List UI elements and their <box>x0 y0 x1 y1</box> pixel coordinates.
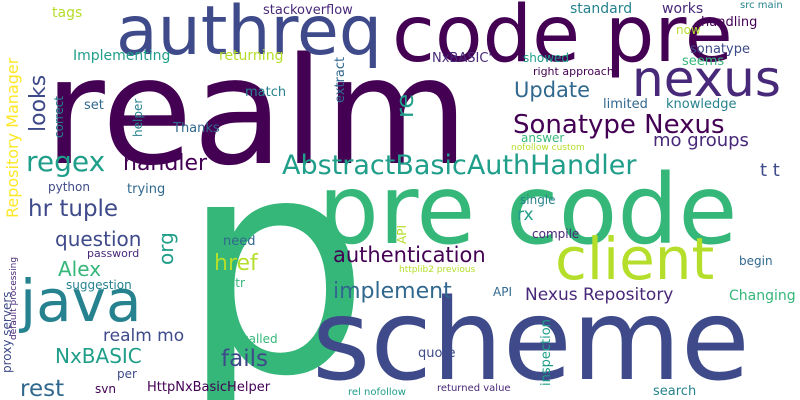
word-fails: fails <box>221 346 268 372</box>
word-limited: limited <box>603 97 648 112</box>
word-update: Update <box>514 78 591 102</box>
word-showed: showed <box>523 51 570 65</box>
word-str: str <box>229 276 245 290</box>
word-nxbasic: NxBASIC <box>55 344 142 368</box>
word-tags: tags <box>52 5 83 21</box>
word-nexus: nexus <box>632 50 781 108</box>
word-called: called <box>242 332 278 346</box>
word-quote: quote <box>418 346 456 361</box>
word-implementing: Implementing <box>73 48 171 64</box>
word-now: now <box>676 23 701 37</box>
word-regex: regex <box>26 145 106 178</box>
word-realm-mo: realm mo <box>103 326 185 346</box>
word-sonatype-nexus: Sonatype Nexus <box>513 110 725 140</box>
word-authentication: authentication <box>333 243 486 267</box>
word-httplib2-previous: httplib2 previous <box>399 265 476 275</box>
word-looks: looks <box>26 74 51 132</box>
word-rest: rest <box>20 376 65 400</box>
word-inspection: inspection <box>539 319 554 386</box>
word-p: p <box>180 93 371 400</box>
word-svn: svn <box>95 382 116 396</box>
word-pre-code-large: pre code <box>318 154 738 266</box>
word-scheme: scheme <box>312 276 750 400</box>
word-api: API <box>493 285 512 299</box>
word-need: need <box>223 234 256 249</box>
word-compile: compile <box>532 227 580 241</box>
word-begin: begin <box>739 254 773 268</box>
word-match: match <box>245 85 287 100</box>
word-nexus-repository: Nexus Repository <box>525 285 674 305</box>
word-default-processing: default processing <box>9 256 19 340</box>
word-nxbasic-quote: NxBASIC' <box>432 51 492 66</box>
word-implement: implement <box>333 279 452 304</box>
word-trying: trying <box>127 182 166 197</box>
word-returning: returning <box>219 48 284 64</box>
word-answer: answer <box>521 131 565 145</box>
word-changing: Changing <box>729 288 796 304</box>
word-mo-groups: mo groups <box>653 130 749 151</box>
word-extract: extract <box>333 56 348 103</box>
word-seems: seems <box>682 54 725 69</box>
word-set: set <box>84 98 104 113</box>
word-java: java <box>20 267 142 335</box>
word-handling: handling <box>701 15 758 30</box>
word-t-t: t t <box>760 160 780 181</box>
word-correct: correct <box>52 95 66 138</box>
word-thanks: Thanks <box>173 121 220 136</box>
word-question: question <box>55 227 142 251</box>
word-repository-manager: Repository Manager <box>3 57 22 218</box>
word-python: python <box>48 180 90 194</box>
word-handler: handler <box>123 151 208 176</box>
word-http-nx-basic-helper: HttpNxBasicHelper <box>147 380 271 395</box>
word-client: client <box>555 225 715 293</box>
word-code-pre: code pre <box>392 0 733 80</box>
word-hr-tuple: hr tuple <box>28 196 119 222</box>
word-abstract-basic-auth-handler: AbstractBasicAuthHandler <box>282 150 637 181</box>
word-src-main: src main <box>740 0 783 11</box>
word-single: single <box>520 193 556 207</box>
word-org: org <box>154 232 178 265</box>
word-href: href <box>214 251 258 276</box>
word-authreq: authreq <box>116 0 382 71</box>
word-returned-value: returned value <box>437 383 511 394</box>
word-search: search <box>653 384 697 399</box>
word-rel-nofollow: rel nofollow <box>348 387 406 398</box>
word-standard: standard <box>570 1 633 17</box>
word-suggestion: suggestion <box>66 278 132 292</box>
word-alex: Alex <box>58 257 102 281</box>
word-per: per <box>117 367 137 381</box>
word-rx: rx <box>517 205 534 225</box>
word-knowledge: knowledge <box>666 97 737 112</box>
word-nofollow-custom: nofollow custom <box>511 143 585 153</box>
word-stackoverflow: stackoverflow <box>263 3 353 18</box>
word-re: re <box>391 93 419 118</box>
word-helper: helper <box>131 98 145 137</box>
word-password: password <box>87 247 140 260</box>
word-sonatype: sonatype <box>690 42 750 57</box>
word-works: works <box>662 1 704 17</box>
word-right-approach: right approach <box>533 65 614 78</box>
word-two-quote: 2' <box>340 125 352 140</box>
word-api-vertical: API <box>395 225 409 244</box>
word-realm: realm <box>44 26 469 198</box>
